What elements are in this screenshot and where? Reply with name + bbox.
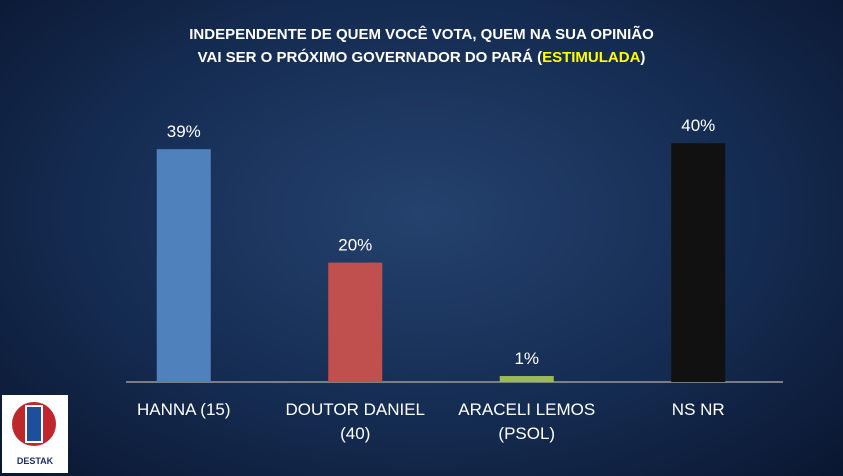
title-line: INDEPENDENTE DE QUEM VOCÊ VOTA, QUEM NA …	[189, 26, 654, 43]
title-line: VAI SER O PRÓXIMO GOVERNADOR DO PARÁ (ES…	[0, 49, 843, 66]
value-label: 39%	[167, 122, 201, 141]
value-label: 20%	[338, 236, 372, 255]
x-tick-label: NS NR	[671, 400, 725, 419]
title-part: VAI SER O PRÓXIMO GOVERNADOR DO PARÁ (	[197, 49, 543, 66]
x-tick-label: HANNA (15)	[136, 400, 231, 419]
logo: DESTAK	[2, 395, 68, 473]
bar	[499, 376, 554, 382]
value-label: 1%	[514, 349, 539, 368]
logo-mark	[25, 405, 43, 443]
bar	[671, 143, 726, 382]
title-highlight: ESTIMULADA	[542, 49, 641, 66]
bar	[328, 262, 383, 382]
title-part: )	[640, 49, 646, 66]
bar	[156, 149, 211, 382]
x-tick-label: ARACELI LEMOS (PSOL)	[458, 400, 596, 443]
logo-text: DESTAK	[17, 456, 54, 466]
x-tick-label: DOUTOR DANIEL (40)	[285, 400, 426, 443]
value-label: 40%	[681, 116, 715, 135]
